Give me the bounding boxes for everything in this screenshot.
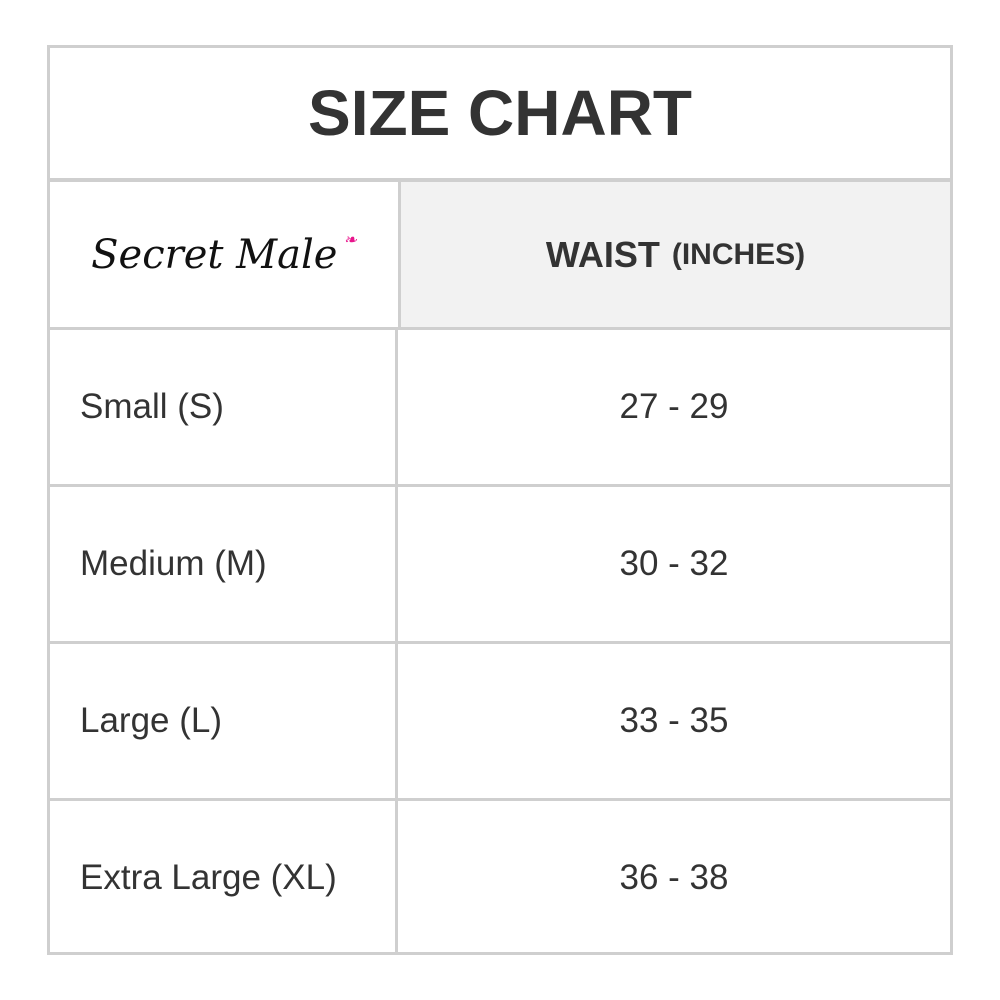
table-row: Small (S) 27 - 29 (50, 330, 950, 487)
size-chart-table: SIZE CHART Secret Male ❧ WAIST (INCHES) Sm… (47, 45, 953, 955)
waist-cell: 27 - 29 (619, 387, 729, 426)
size-cell: Small (S) (50, 330, 398, 484)
bow-icon: ❧ (343, 229, 357, 249)
waist-cell: 33 - 35 (619, 701, 729, 740)
table-row: Large (L) 33 - 35 (50, 644, 950, 801)
table-row: Medium (M) 30 - 32 (50, 487, 950, 644)
brand-logo-cell: Secret Male ❧ (50, 182, 401, 327)
logo-text: Secret Male (91, 231, 338, 278)
brand-logo: Secret Male ❧ (91, 229, 357, 278)
size-cell: Large (L) (50, 644, 398, 798)
chart-title: SIZE CHART (50, 48, 950, 182)
table-row: Extra Large (XL) 36 - 38 (50, 801, 950, 955)
size-cell: Medium (M) (50, 487, 398, 641)
header-row: Secret Male ❧ WAIST (INCHES) (50, 182, 950, 330)
waist-cell: 30 - 32 (619, 544, 729, 583)
unit-label: (INCHES) (671, 237, 806, 271)
size-cell: Extra Large (XL) (50, 801, 398, 955)
waist-header: WAIST (INCHES) (401, 182, 950, 327)
waist-label: WAIST (545, 233, 660, 275)
waist-cell: 36 - 38 (619, 858, 729, 897)
